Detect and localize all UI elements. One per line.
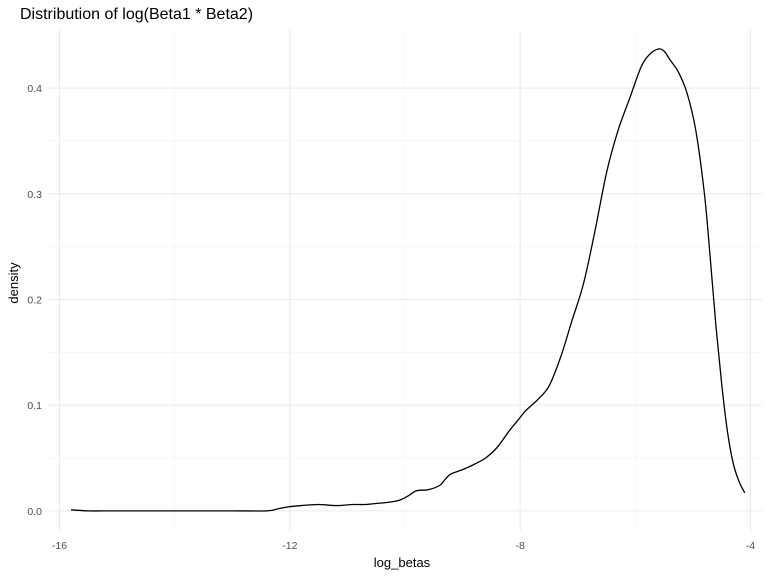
y-tick-label: 0.2 bbox=[27, 294, 42, 306]
grid bbox=[48, 30, 762, 532]
x-tick-label: -4 bbox=[746, 540, 755, 552]
x-axis-title: log_betas bbox=[374, 555, 431, 570]
x-tick-label: -8 bbox=[515, 540, 524, 552]
y-tick-label: 0.0 bbox=[27, 506, 42, 518]
y-axis-title: density bbox=[6, 262, 21, 304]
y-tick-label: 0.4 bbox=[27, 83, 42, 95]
tick-labels: -16 -12 -8 -4 0.0 0.1 0.2 0.3 0.4 bbox=[27, 83, 755, 552]
x-tick-label: -12 bbox=[282, 540, 297, 552]
density-line bbox=[70, 48, 746, 512]
x-tick-label: -16 bbox=[52, 540, 67, 552]
chart-title: Distribution of log(Beta1 * Beta2) bbox=[20, 6, 253, 23]
y-tick-label: 0.3 bbox=[27, 189, 42, 201]
y-tick-label: 0.1 bbox=[27, 400, 42, 412]
